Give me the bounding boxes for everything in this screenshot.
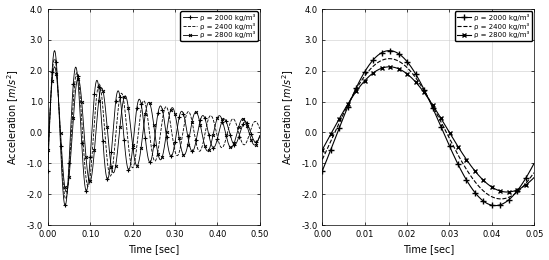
ρ = 2400 kg/m³ [319,158,326,161]
ρ = 2400 kg/m³ [203,127,209,130]
ρ = 2000 kg/m³ [126,168,132,171]
ρ = 2400 kg/m³ [497,197,504,200]
ρ = 2000 kg/m³ [421,89,428,92]
ρ = 2400 kg/m³ [493,197,500,200]
ρ = 2400 kg/m³ [63,197,69,200]
ρ = 2000 kg/m³ [319,169,326,172]
X-axis label: Time [sec]: Time [sec] [402,244,454,255]
ρ = 2400 kg/m³ [420,88,427,91]
ρ = 2000 kg/m³ [493,204,500,207]
ρ = 2800 kg/m³ [203,148,209,151]
Legend: ρ = 2000 kg/m³, ρ = 2400 kg/m³, ρ = 2800 kg/m³: ρ = 2000 kg/m³, ρ = 2400 kg/m³, ρ = 2800… [455,11,532,41]
ρ = 2400 kg/m³ [421,90,428,93]
ρ = 2000 kg/m³ [51,49,58,52]
Line: ρ = 2400 kg/m³: ρ = 2400 kg/m³ [48,59,260,199]
ρ = 2400 kg/m³ [44,158,51,161]
ρ = 2000 kg/m³ [526,170,533,173]
Line: ρ = 2400 kg/m³: ρ = 2400 kg/m³ [322,59,534,199]
ρ = 2800 kg/m³ [493,188,500,191]
ρ = 2800 kg/m³ [256,134,263,137]
ρ = 2800 kg/m³ [83,160,89,163]
ρ = 2400 kg/m³ [526,177,533,180]
Line: ρ = 2800 kg/m³: ρ = 2800 kg/m³ [320,64,536,194]
ρ = 2400 kg/m³ [182,116,189,119]
ρ = 2000 kg/m³ [420,86,427,89]
ρ = 2800 kg/m³ [63,191,70,194]
ρ = 2400 kg/m³ [434,113,440,116]
ρ = 2800 kg/m³ [530,176,537,179]
ρ = 2000 kg/m³ [182,123,189,126]
ρ = 2800 kg/m³ [420,90,427,93]
ρ = 2000 kg/m³ [386,49,393,52]
Line: ρ = 2000 kg/m³: ρ = 2000 kg/m³ [46,49,261,207]
ρ = 2800 kg/m³ [504,191,511,194]
ρ = 2400 kg/m³ [172,150,178,153]
ρ = 2000 kg/m³ [530,162,537,165]
ρ = 2400 kg/m³ [386,57,393,60]
ρ = 2800 kg/m³ [44,148,51,151]
ρ = 2800 kg/m³ [172,112,178,115]
ρ = 2800 kg/m³ [386,65,393,68]
X-axis label: Time [sec]: Time [sec] [128,244,180,255]
ρ = 2000 kg/m³ [203,121,209,124]
Legend: ρ = 2000 kg/m³, ρ = 2400 kg/m³, ρ = 2800 kg/m³: ρ = 2000 kg/m³, ρ = 2400 kg/m³, ρ = 2800… [180,11,257,41]
ρ = 2800 kg/m³ [126,110,132,114]
ρ = 2800 kg/m³ [219,119,226,122]
ρ = 2800 kg/m³ [51,65,58,68]
ρ = 2800 kg/m³ [182,151,189,154]
ρ = 2000 kg/m³ [62,204,69,207]
Y-axis label: Acceleration [$m/s^2$]: Acceleration [$m/s^2$] [5,69,21,165]
ρ = 2000 kg/m³ [219,120,226,123]
ρ = 2000 kg/m³ [492,204,498,207]
Line: ρ = 2800 kg/m³: ρ = 2800 kg/m³ [47,66,261,193]
ρ = 2400 kg/m³ [445,135,452,139]
ρ = 2400 kg/m³ [530,171,537,174]
ρ = 2800 kg/m³ [445,130,452,133]
ρ = 2000 kg/m³ [434,116,440,120]
ρ = 2800 kg/m³ [421,92,428,95]
ρ = 2800 kg/m³ [319,148,326,151]
ρ = 2800 kg/m³ [434,111,440,114]
ρ = 2800 kg/m³ [526,180,533,183]
ρ = 2400 kg/m³ [126,148,132,151]
ρ = 2000 kg/m³ [44,169,51,172]
ρ = 2000 kg/m³ [172,141,178,144]
ρ = 2400 kg/m³ [256,127,263,130]
Y-axis label: Acceleration [$m/s^2$]: Acceleration [$m/s^2$] [280,69,296,165]
ρ = 2400 kg/m³ [219,146,226,149]
ρ = 2000 kg/m³ [83,189,89,192]
ρ = 2000 kg/m³ [445,143,452,146]
ρ = 2000 kg/m³ [256,135,263,138]
ρ = 2400 kg/m³ [51,57,58,60]
ρ = 2400 kg/m³ [83,179,89,183]
Line: ρ = 2000 kg/m³: ρ = 2000 kg/m³ [320,48,537,208]
